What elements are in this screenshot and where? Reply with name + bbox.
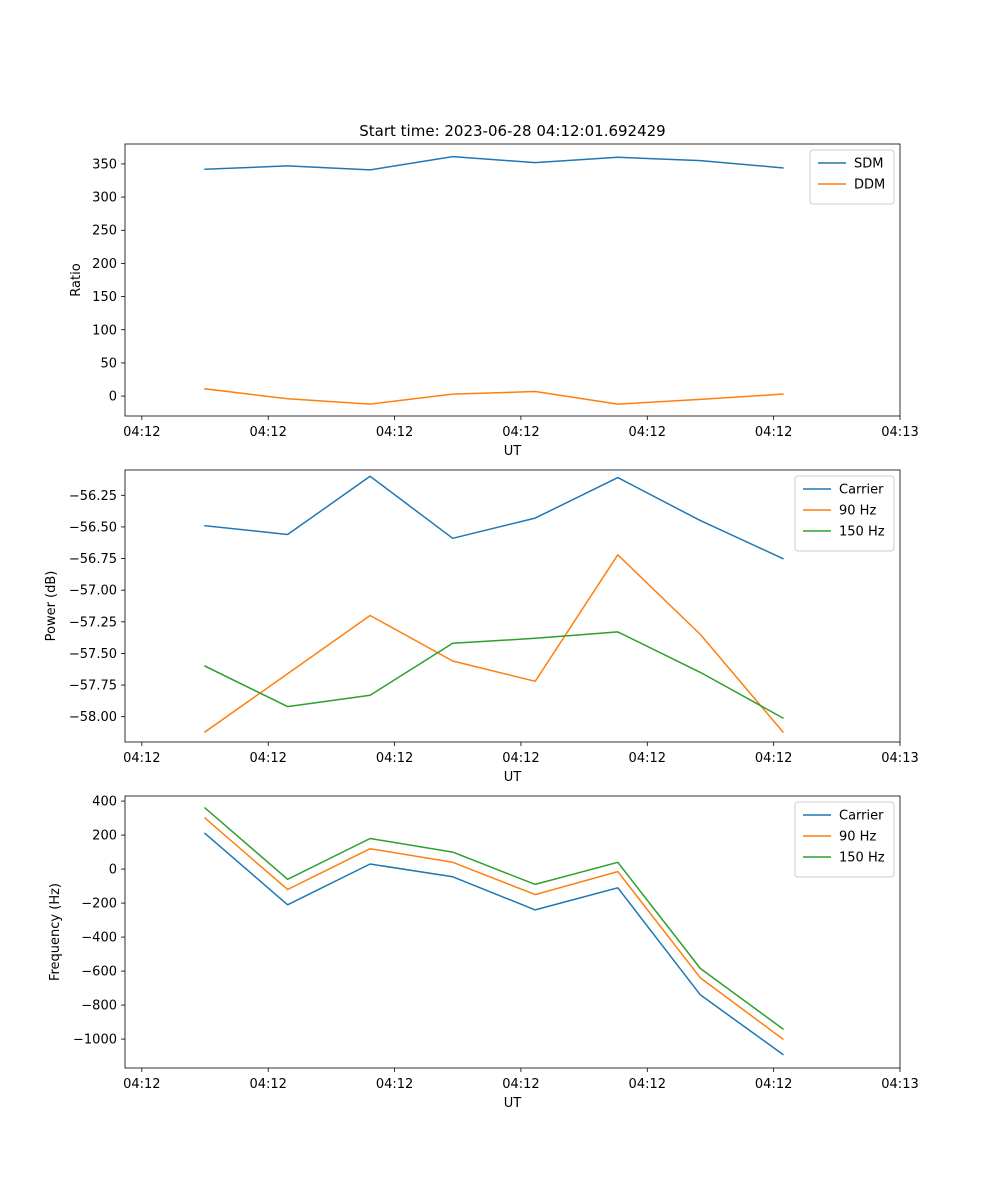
x-tick-label: 04:12 xyxy=(123,1077,160,1092)
legend-label: 150 Hz xyxy=(839,525,885,540)
x-tick-label: 04:12 xyxy=(502,1077,539,1092)
x-tick-label: 04:12 xyxy=(755,751,792,766)
legend-box xyxy=(794,801,895,878)
x-axis-label: UT xyxy=(504,444,522,459)
y-tick-label: 0 xyxy=(109,390,117,405)
x-tick-label: 04:12 xyxy=(755,1077,792,1092)
y-tick-label: −57.00 xyxy=(69,584,117,599)
x-tick-label: 04:12 xyxy=(629,425,666,440)
y-tick-label: −1000 xyxy=(73,1033,117,1048)
series-line-carrier xyxy=(204,475,784,560)
y-tick-label: 100 xyxy=(92,323,117,338)
x-tick-label: 04:13 xyxy=(881,1077,918,1092)
legend-label: 90 Hz xyxy=(839,830,876,845)
y-tick-label: −800 xyxy=(81,999,117,1014)
series-line-sdm xyxy=(204,155,784,171)
y-tick-label: 200 xyxy=(92,829,117,844)
x-tick-label: 04:12 xyxy=(376,1077,413,1092)
x-tick-label: 04:12 xyxy=(249,425,286,440)
y-tick-label: 200 xyxy=(92,257,117,272)
x-axis-label: UT xyxy=(504,770,522,785)
y-tick-label: −200 xyxy=(81,897,117,912)
y-tick-label: −56.25 xyxy=(69,489,117,504)
x-tick-label: 04:12 xyxy=(249,1077,286,1092)
y-tick-label: −57.50 xyxy=(69,647,117,662)
legend-box xyxy=(794,475,895,552)
series-line-90-hz xyxy=(203,554,784,733)
legend-label: 90 Hz xyxy=(839,504,876,519)
legend-label: 150 Hz xyxy=(839,851,885,866)
x-tick-label: 04:12 xyxy=(376,751,413,766)
legend: SDM DDM xyxy=(809,149,895,205)
legend: Carrier 90 Hz 150 Hz xyxy=(794,801,895,878)
legend-label: SDM xyxy=(854,157,883,172)
x-tick-label: 04:12 xyxy=(629,1077,666,1092)
axes-frame xyxy=(124,143,901,417)
y-tick-label: −600 xyxy=(81,965,117,980)
y-axis-label: Ratio xyxy=(69,263,84,296)
subplot-2: 04:12 04:12 04:12 04:12 04:12 04:12 04:13 −58.0… xyxy=(44,469,919,785)
series-line-90-hz xyxy=(203,817,784,1041)
axes-frame xyxy=(124,795,901,1069)
x-tick-label: 04:13 xyxy=(881,751,918,766)
y-tick-label: −57.75 xyxy=(69,679,117,694)
series-line-150-hz xyxy=(203,631,784,720)
x-tick-label: 04:13 xyxy=(881,425,918,440)
legend-label: Carrier xyxy=(839,809,884,824)
series-line-ddm xyxy=(204,387,784,405)
y-tick-label: 350 xyxy=(92,157,117,172)
y-tick-label: 250 xyxy=(92,224,117,239)
x-tick-label: 04:12 xyxy=(502,751,539,766)
axes-frame xyxy=(124,469,901,743)
y-axis-label: Power (dB) xyxy=(44,571,59,642)
y-tick-label: −58.00 xyxy=(69,710,117,725)
subplot-3: 04:12 04:12 04:12 04:12 04:12 04:12 04:13 −1000… xyxy=(48,795,919,1111)
x-tick-label: 04:12 xyxy=(123,425,160,440)
series-line-carrier xyxy=(203,832,784,1056)
y-axis-label: Frequency (Hz) xyxy=(48,883,63,981)
x-tick-label: 04:12 xyxy=(376,425,413,440)
y-tick-label: −56.50 xyxy=(69,520,117,535)
series-line-150-hz xyxy=(203,806,784,1030)
legend-label: DDM xyxy=(854,178,885,193)
legend-label: Carrier xyxy=(839,483,884,498)
y-tick-label: 0 xyxy=(109,863,117,878)
x-tick-label: 04:12 xyxy=(629,751,666,766)
y-tick-label: 150 xyxy=(92,290,117,305)
x-tick-label: 04:12 xyxy=(502,425,539,440)
y-tick-label: 400 xyxy=(92,795,117,810)
legend: Carrier 90 Hz 150 Hz xyxy=(794,475,895,552)
x-axis-label: UT xyxy=(504,1096,522,1111)
y-tick-label: −57.25 xyxy=(69,615,117,630)
x-tick-label: 04:12 xyxy=(123,751,160,766)
subplot-1: Start time: 2023-06-28 04:12:01.692429 04… xyxy=(69,122,919,459)
x-tick-label: 04:12 xyxy=(249,751,286,766)
y-tick-label: −56.75 xyxy=(69,552,117,567)
y-tick-label: 50 xyxy=(100,356,117,371)
chart-title: Start time: 2023-06-28 04:12:01.692429 xyxy=(359,122,665,140)
y-tick-label: −400 xyxy=(81,931,117,946)
y-tick-label: 300 xyxy=(92,191,117,206)
x-tick-label: 04:12 xyxy=(755,425,792,440)
